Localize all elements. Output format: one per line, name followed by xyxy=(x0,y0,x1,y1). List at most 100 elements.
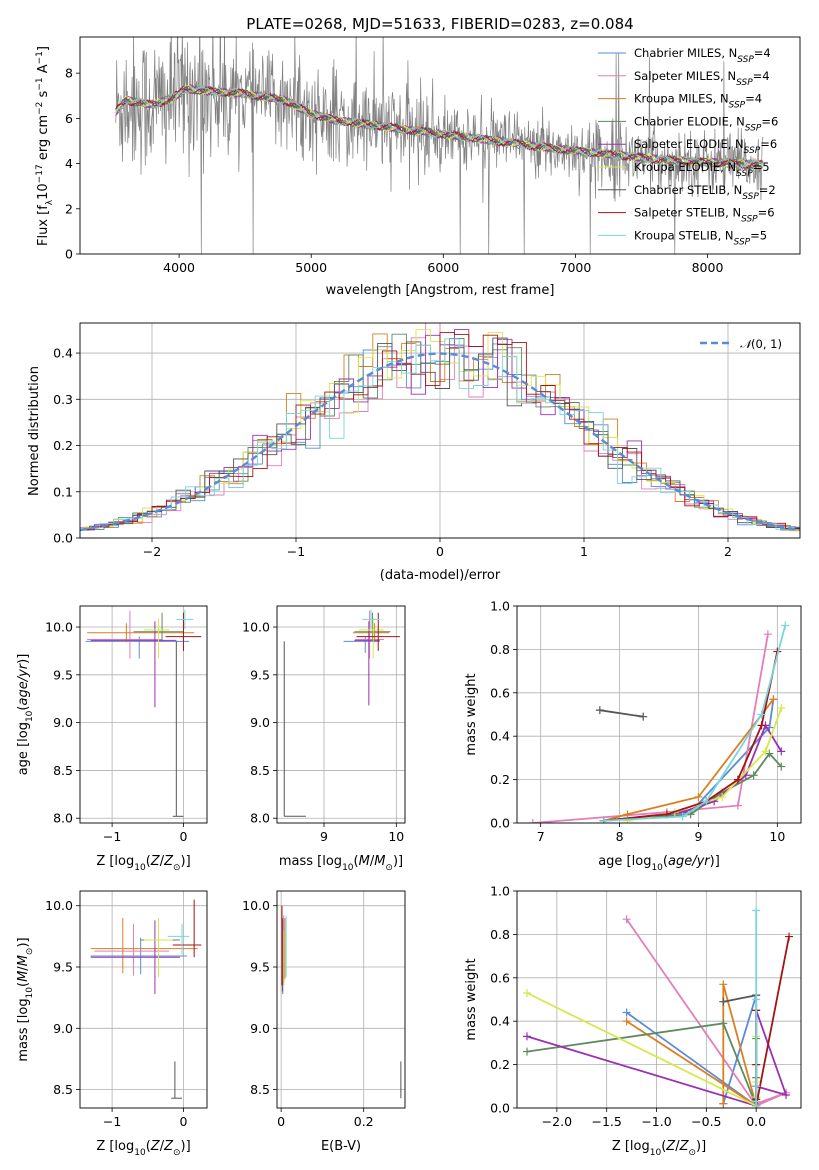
series-line-1 xyxy=(625,918,787,1107)
legend-entry: Chabrier STELIB, NSSP=2 xyxy=(634,183,776,202)
series-marker xyxy=(522,1032,531,1041)
y-axis-label: mass weight xyxy=(464,673,479,755)
series-line-6 xyxy=(599,709,644,718)
x-tick-label: −2 xyxy=(143,544,161,559)
series-line-0 xyxy=(603,699,775,822)
y-tick-label: 0.8 xyxy=(490,927,510,942)
axes-frame xyxy=(276,605,406,824)
series-marker xyxy=(777,762,786,771)
y-tick-label: 10.0 xyxy=(242,898,270,913)
x-tick-label: 6000 xyxy=(427,260,459,275)
x-tick-label: −1 xyxy=(103,829,121,844)
y-axis-label: Normed distribution xyxy=(27,366,42,496)
x-tick-label: 0 xyxy=(179,1114,187,1129)
massweight-lines xyxy=(522,906,794,1108)
series-line-3 xyxy=(603,752,782,822)
y-tick-label: 1.0 xyxy=(490,599,510,614)
y-tick-label: 0.1 xyxy=(53,484,73,499)
y-tick-label: 0.2 xyxy=(53,438,73,453)
y-tick-label: 9.0 xyxy=(53,1021,73,1036)
y-tick-label: 8.5 xyxy=(250,1082,270,1097)
y-tick-label: 9.5 xyxy=(53,667,73,682)
series-line-1 xyxy=(532,634,769,823)
x-tick-label: 5000 xyxy=(295,260,327,275)
legend-entry: Chabrier ELODIE, NSSP=6 xyxy=(634,114,778,133)
legend-entry: 𝒩(0, 1) xyxy=(740,337,782,351)
series-marker xyxy=(757,721,766,730)
series-marker xyxy=(599,816,608,823)
y-tick-label: 8.5 xyxy=(250,763,270,778)
y-tick-label: 0.6 xyxy=(490,685,510,700)
histogram-series-2 xyxy=(80,333,800,532)
x-tick-label: 0.0 xyxy=(746,1114,766,1129)
legend-entry: Salpeter MILES, NSSP=4 xyxy=(634,69,770,88)
series-marker xyxy=(522,988,531,997)
x-axis-label: Z [log10(Z/Z⊙)] xyxy=(96,854,190,873)
legend: Chabrier MILES, NSSP=4 Salpeter MILES, NS… xyxy=(598,46,778,247)
legend-entry: Chabrier MILES, NSSP=4 xyxy=(634,46,771,65)
series-marker xyxy=(719,1019,728,1028)
x-tick-label: 9 xyxy=(320,829,328,844)
series-marker xyxy=(761,747,770,756)
errorbar-points xyxy=(281,905,402,1099)
y-tick-label: 0.4 xyxy=(490,1014,510,1029)
y-tick-label: 10.0 xyxy=(242,620,270,635)
series-line-2 xyxy=(626,984,758,1108)
histogram-series-7 xyxy=(80,332,800,533)
series-marker xyxy=(694,792,703,801)
y-tick-label: 9.0 xyxy=(250,1021,270,1036)
series-marker xyxy=(777,747,786,756)
x-tick-label: 4000 xyxy=(163,260,195,275)
y-tick-label: 0.4 xyxy=(490,729,510,744)
y-tick-label: 9.5 xyxy=(53,960,73,975)
y-tick-label: 1.0 xyxy=(490,884,510,899)
observed-spectrum xyxy=(115,37,764,254)
spectrum-panel: 4000 5000 6000 7000 8000 0 2 4 6 8 wavelength [Ang… xyxy=(35,36,801,298)
series-marker xyxy=(749,771,758,780)
y-tick-label: 0.3 xyxy=(53,392,73,407)
series-line-7 xyxy=(603,651,779,822)
y-tick-label: 0.6 xyxy=(490,970,510,985)
y-axis-label: mass weight xyxy=(464,958,479,1040)
x-tick-label: 10 xyxy=(388,829,404,844)
y-tick-label: 0.8 xyxy=(490,642,510,657)
axes-frame xyxy=(79,36,801,255)
y-tick-label: 0.0 xyxy=(53,531,73,546)
series-marker xyxy=(595,706,604,715)
series-marker xyxy=(752,1097,761,1106)
y-tick-label: 8.0 xyxy=(53,811,73,826)
massweight-vs-metallicity-panel: −2.0 −1.5 −1.0 −0.5 0.0 0.0 0.2 0.4 0.6 0.8 1.0 Z [… xyxy=(464,884,802,1158)
legend-entry: Kroupa STELIB, NSSP=5 xyxy=(634,228,767,247)
y-tick-label: 0.4 xyxy=(53,346,73,361)
y-tick-label: 8 xyxy=(65,66,73,81)
series-marker xyxy=(769,695,778,704)
y-tick-label: 10.0 xyxy=(45,620,73,635)
series-marker xyxy=(622,915,631,924)
figure-title: PLATE=0268, MJD=51633, FIBERID=0283, z=0… xyxy=(246,15,633,33)
age-vs-metallicity-panel: −1 0 8.0 8.5 9.0 9.5 10.0 Z [log10(Z/Z⊙)] age [l… xyxy=(16,605,208,873)
series-marker xyxy=(719,997,728,1006)
x-tick-label: −2.0 xyxy=(542,1114,572,1129)
y-tick-label: 2 xyxy=(65,201,73,216)
x-axis-label: wavelength [Angstrom, rest frame] xyxy=(326,283,555,298)
y-tick-label: 0.0 xyxy=(490,816,510,831)
series-marker xyxy=(763,630,772,639)
age-vs-mass-panel: 9 10 8.0 8.5 9.0 9.5 10.0 mass [log10(M/M⊙)] xyxy=(242,605,406,873)
series-marker xyxy=(702,797,711,806)
x-axis-label: age [log10(age/yr)] xyxy=(598,854,720,873)
series-marker xyxy=(719,980,728,989)
series-line-8 xyxy=(603,625,787,822)
series-marker xyxy=(752,1082,761,1091)
normal-curve xyxy=(80,352,800,532)
axes-frame xyxy=(276,890,406,1109)
histogram-series-8 xyxy=(80,338,800,531)
series-marker xyxy=(782,1090,791,1099)
y-axis-label: Flux [fλ10−17 erg cm−2 s−1 A−1] xyxy=(35,46,55,246)
series-marker xyxy=(752,995,761,1004)
y-tick-label: 8.5 xyxy=(53,763,73,778)
axes-frame xyxy=(79,605,208,824)
y-tick-label: 9.0 xyxy=(250,715,270,730)
legend-entry: Salpeter STELIB, NSSP=6 xyxy=(634,206,775,225)
x-tick-label: 9 xyxy=(694,829,702,844)
